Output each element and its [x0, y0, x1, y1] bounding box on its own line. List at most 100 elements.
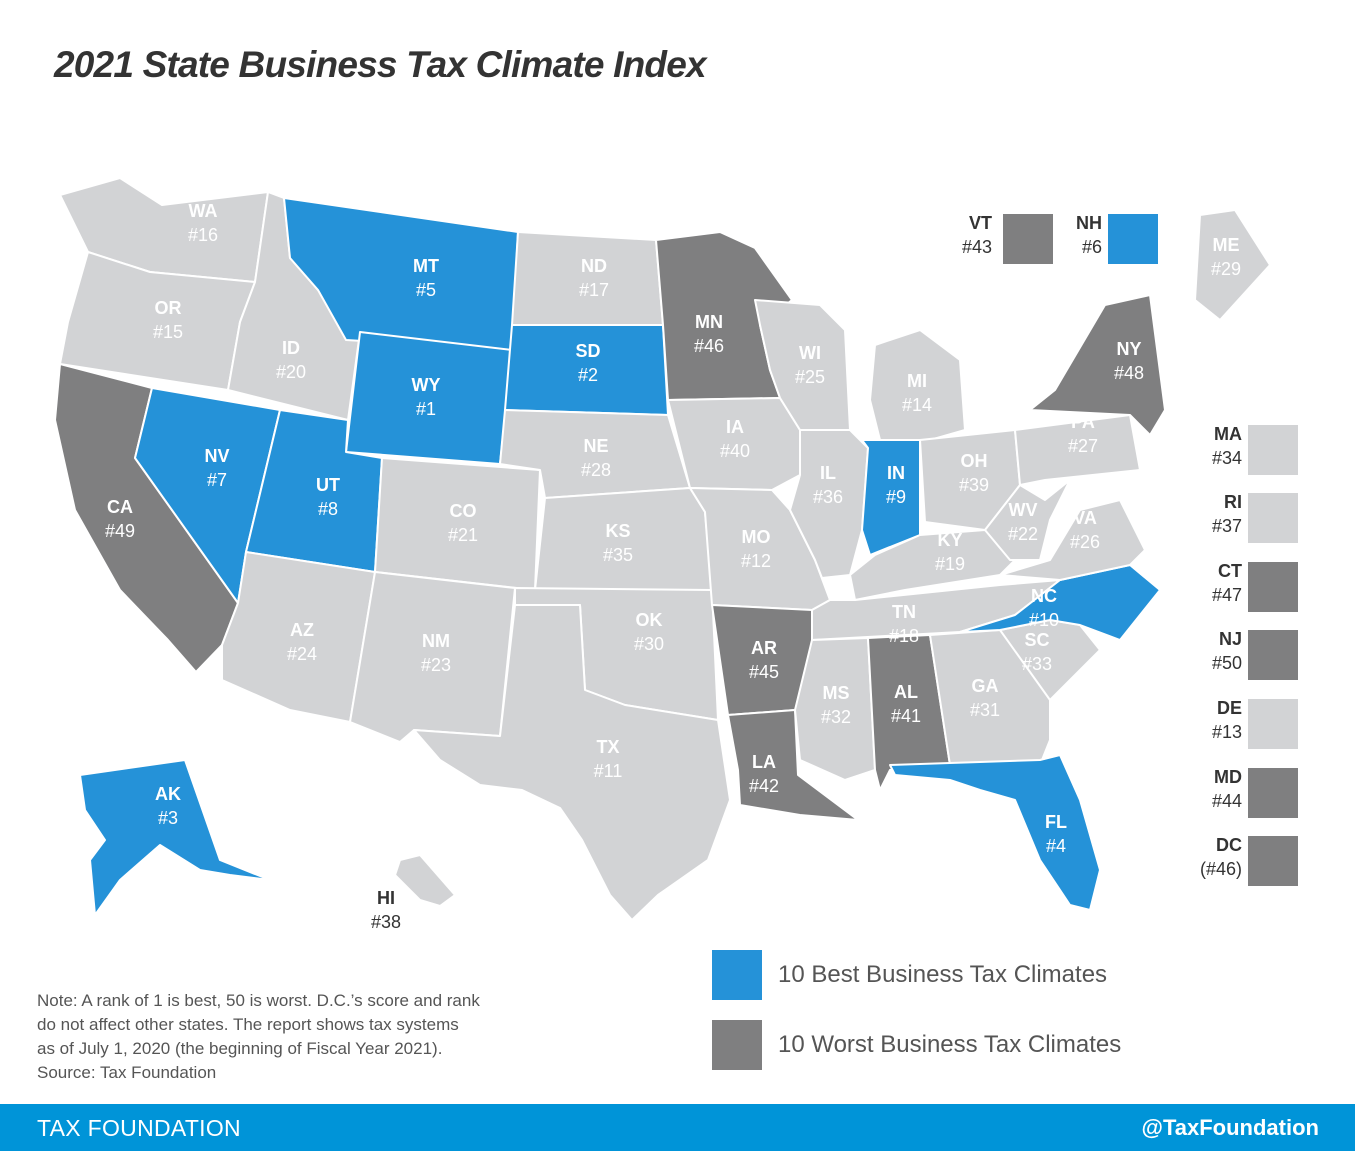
note-source: Source: Tax Foundation — [37, 1063, 217, 1082]
state-box-nh — [1108, 214, 1158, 264]
state-abbr-az: AZ — [290, 620, 314, 640]
state-box-de — [1248, 699, 1298, 749]
state-rank-nj: #50 — [1212, 653, 1242, 673]
state-ny — [1029, 294, 1166, 436]
state-abbr-ut: UT — [316, 475, 340, 495]
state-rank-md: #44 — [1212, 791, 1242, 811]
state-abbr-nd: ND — [581, 256, 607, 276]
state-rank-or: #15 — [153, 322, 183, 342]
state-abbr-ia: IA — [726, 417, 744, 437]
state-abbr-wa: WA — [189, 201, 218, 221]
state-abbr-ca: CA — [107, 497, 133, 517]
state-abbr-ga: GA — [972, 676, 999, 696]
state-abbr-in: IN — [887, 463, 905, 483]
state-il — [789, 429, 869, 579]
state-box-ma — [1248, 425, 1298, 475]
state-rank-oh: #39 — [959, 475, 989, 495]
state-rank-wv: #22 — [1008, 524, 1038, 544]
state-abbr-il: IL — [820, 463, 836, 483]
legend-worst: 10 Worst Business Tax Climates — [712, 1020, 1121, 1070]
state-rank-il: #36 — [813, 487, 843, 507]
state-abbr-dc: DC — [1216, 835, 1242, 855]
state-rank-co: #21 — [448, 525, 478, 545]
state-abbr-ok: OK — [636, 610, 663, 630]
state-fl — [889, 754, 1101, 911]
us-state-map: WA #16 OR #15 CA #49 ID #20 NV #7 MT #5 WY #1 UT #8 AZ #2… — [54, 177, 1298, 932]
state-abbr-tn: TN — [892, 602, 916, 622]
state-abbr-ak: AK — [155, 784, 181, 804]
state-abbr-mi: MI — [907, 371, 927, 391]
footer-handle: @TaxFoundation — [1141, 1115, 1319, 1140]
state-rank-tx: #11 — [594, 761, 623, 781]
state-rank-ak: #3 — [158, 808, 178, 828]
state-box-vt — [1003, 214, 1053, 264]
state-rank-nd: #17 — [579, 280, 609, 300]
state-rank-pa: #27 — [1068, 436, 1098, 456]
note-line-1: Note: A rank of 1 is best, 50 is worst. … — [37, 991, 480, 1010]
state-rank-nv: #7 — [207, 470, 227, 490]
state-abbr-or: OR — [155, 298, 182, 318]
state-abbr-mt: MT — [413, 256, 439, 276]
state-rank-ut: #8 — [318, 499, 338, 519]
state-rank-fl: #4 — [1046, 836, 1066, 856]
state-rank-sd: #2 — [578, 365, 598, 385]
state-rank-wi: #25 — [795, 367, 825, 387]
state-rank-mn: #46 — [694, 336, 724, 356]
state-rank-ks: #35 — [603, 545, 633, 565]
state-rank-ar: #45 — [749, 662, 779, 682]
state-abbr-me: ME — [1213, 235, 1240, 255]
state-abbr-ne: NE — [583, 436, 608, 456]
state-rank-va: #26 — [1070, 532, 1100, 552]
state-box-nj — [1248, 630, 1298, 680]
state-abbr-ma: MA — [1214, 424, 1242, 444]
state-abbr-ct: CT — [1218, 561, 1242, 581]
state-abbr-ny: NY — [1116, 339, 1141, 359]
state-rank-az: #24 — [287, 644, 317, 664]
legend-best-swatch — [712, 950, 762, 1000]
state-abbr-nv: NV — [204, 446, 229, 466]
state-box-dc — [1248, 836, 1298, 886]
state-abbr-pa: PA — [1071, 412, 1095, 432]
note-line-3: as of July 1, 2020 (the beginning of Fis… — [37, 1039, 443, 1058]
state-labels: WA #16 OR #15 CA #49 ID #20 NV #7 MT #5 WY #1 UT #8 AZ #2… — [105, 201, 1242, 932]
state-rank-ia: #40 — [720, 441, 750, 461]
state-rank-mi: #14 — [902, 395, 932, 415]
state-pa — [1014, 414, 1141, 486]
state-nc — [959, 564, 1161, 641]
state-rank-me: #29 — [1211, 259, 1241, 279]
state-va — [999, 499, 1146, 581]
footer-bar: TAX FOUNDATION @TaxFoundation — [0, 1104, 1355, 1151]
state-rank-ri: #37 — [1212, 516, 1242, 536]
state-abbr-va: VA — [1073, 508, 1097, 528]
state-abbr-mo: MO — [742, 527, 771, 547]
state-abbr-nm: NM — [422, 631, 450, 651]
state-abbr-al: AL — [894, 682, 918, 702]
state-abbr-fl: FL — [1045, 812, 1067, 832]
state-rank-ny: #48 — [1114, 363, 1144, 383]
state-me — [1194, 209, 1271, 321]
state-rank-wy: #1 — [416, 399, 436, 419]
state-hi — [394, 854, 456, 907]
footer-brand: TAX FOUNDATION — [37, 1115, 241, 1141]
state-rank-id: #20 — [276, 362, 306, 382]
state-abbr-id: ID — [282, 338, 300, 358]
state-rank-nh: #6 — [1082, 237, 1102, 257]
state-abbr-wy: WY — [412, 375, 441, 395]
state-co — [374, 457, 541, 591]
state-ak — [79, 759, 271, 916]
state-abbr-mn: MN — [695, 312, 723, 332]
note-line-2: do not affect other states. The report s… — [37, 1015, 459, 1034]
state-rank-mo: #12 — [741, 551, 771, 571]
state-abbr-ar: AR — [751, 638, 777, 658]
state-abbr-co: CO — [450, 501, 477, 521]
state-abbr-tx: TX — [596, 737, 619, 757]
state-rank-sc: #33 — [1022, 654, 1052, 674]
state-abbr-nc: NC — [1031, 586, 1057, 606]
state-abbr-hi: HI — [377, 888, 395, 908]
state-box-ri — [1248, 493, 1298, 543]
state-rank-tn: #18 — [889, 626, 919, 646]
state-rank-nm: #23 — [421, 655, 451, 675]
state-rank-nc: #10 — [1029, 610, 1059, 630]
state-rank-ok: #30 — [634, 634, 664, 654]
state-box-ct — [1248, 562, 1298, 612]
